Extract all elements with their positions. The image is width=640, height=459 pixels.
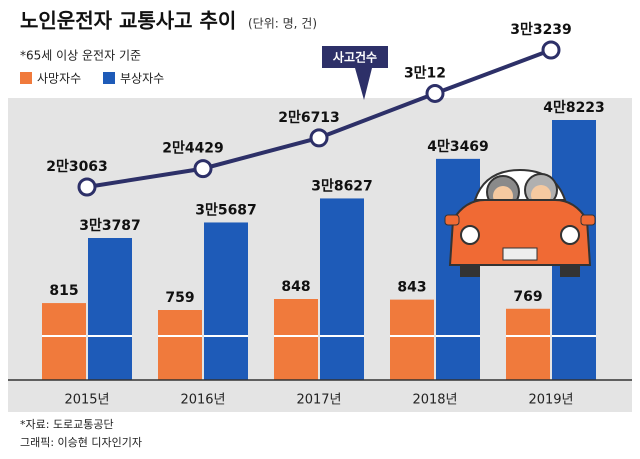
- plate: [502, 247, 538, 261]
- value-label: 2만4429: [162, 141, 224, 157]
- bars: 815 3만3787 759 3만5687 848 3만8627 843 4만3469 769 4…: [42, 100, 605, 380]
- x-tick-label: 2016년: [180, 393, 225, 408]
- value-label: 3만5687: [195, 202, 257, 218]
- chart-title: 노인운전자 교통사고 추이: [20, 9, 236, 33]
- line-layer: 2만3063 2만4429 2만6713 3만12 3만3239: [46, 22, 572, 197]
- legend-label: 사망자수: [37, 72, 81, 86]
- value-label: 759: [165, 290, 194, 306]
- mirror: [580, 214, 596, 226]
- headlight: [560, 225, 580, 245]
- x-tick-label: 2017년: [296, 393, 341, 408]
- callout-box: [322, 46, 388, 68]
- value-label: 3만8627: [311, 178, 373, 194]
- x-tick-label: 2015년: [64, 393, 109, 408]
- bar: [42, 303, 86, 380]
- value-label: 3만3787: [79, 218, 141, 234]
- bar: [390, 299, 434, 380]
- value-label: 4만8223: [543, 100, 605, 116]
- callout: 사고건수: [322, 46, 388, 100]
- bar: [320, 198, 364, 380]
- bar: [158, 310, 202, 380]
- mirror: [444, 214, 460, 226]
- legend-swatch: [20, 72, 32, 84]
- credit: 그래픽: 이승현 디자인기자: [20, 436, 142, 449]
- value-label: 769: [513, 289, 542, 305]
- x-tick-label: 2018년: [412, 393, 457, 408]
- bar: [274, 299, 318, 380]
- legend-swatch: [103, 72, 115, 84]
- value-label: 843: [397, 280, 426, 296]
- value-label: 848: [281, 279, 310, 295]
- bar: [88, 238, 132, 380]
- callout-pointer: [355, 68, 372, 100]
- note: *65세 이상 운전자 기준: [20, 49, 141, 63]
- legend-label: 부상자수: [120, 72, 164, 86]
- line-point: [541, 40, 561, 60]
- source: *자료: 도로교통공단: [20, 418, 114, 431]
- wheel: [560, 265, 580, 277]
- bar: [204, 222, 248, 380]
- x-tick-label: 2019년: [528, 393, 573, 408]
- callout-label: 사고건수: [333, 50, 377, 65]
- line-point: [77, 177, 97, 197]
- line-point: [193, 159, 213, 179]
- value-label: 815: [49, 283, 78, 299]
- line-point: [309, 128, 329, 148]
- value-label: 4만3469: [427, 139, 489, 155]
- bar: [506, 308, 550, 380]
- value-label: 2만3063: [46, 159, 108, 175]
- value-label: 2만6713: [278, 110, 340, 126]
- headlight: [460, 225, 480, 245]
- wheel: [460, 265, 480, 277]
- value-label: 3만12: [404, 65, 446, 81]
- car-illustration: [444, 168, 596, 277]
- line-point: [425, 83, 445, 103]
- chart-subtitle: (단위: 명, 건): [248, 17, 317, 31]
- value-label: 3만3239: [510, 22, 572, 38]
